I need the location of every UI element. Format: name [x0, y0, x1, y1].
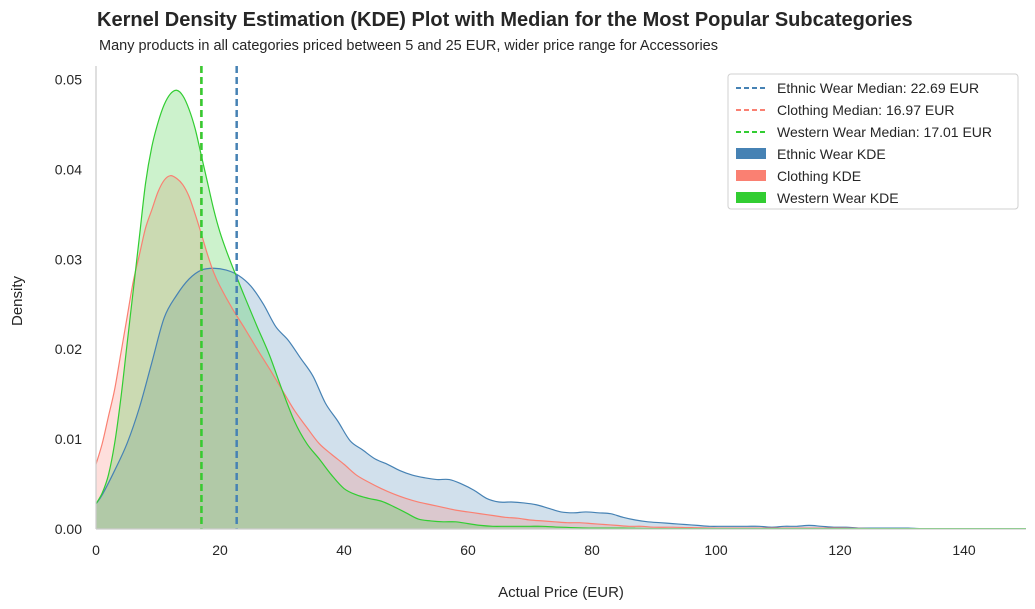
western-wear-kde-legend-swatch — [736, 192, 766, 203]
chart-subtitle: Many products in all categories priced b… — [99, 38, 718, 54]
chart-title: Kernel Density Estimation (KDE) Plot wit… — [97, 9, 913, 31]
clothing-kde-area — [96, 175, 1026, 529]
clothing-kde-legend-label: Clothing KDE — [777, 168, 861, 184]
x-tick-labels: 0 20 40 60 80 100 120 140 — [92, 542, 976, 558]
y-tick-label: 0.04 — [55, 161, 82, 177]
x-tick-label: 20 — [212, 542, 228, 558]
y-axis-label: Density — [9, 275, 26, 326]
median-lines — [199, 66, 238, 529]
kde-areas — [96, 90, 1026, 529]
ethnic-wear-kde-legend-label: Ethnic Wear KDE — [777, 146, 886, 162]
ethnic-wear-kde-area — [96, 268, 1026, 529]
y-tick-label: 0.00 — [55, 521, 82, 537]
y-tick-label: 0.01 — [55, 431, 82, 447]
clothing-kde-line — [95, 175, 1026, 530]
western-wear-kde-legend-label: Western Wear KDE — [777, 190, 899, 206]
x-tick-label: 80 — [584, 542, 600, 558]
western-wear-kde-area — [96, 90, 1026, 529]
legend: Ethnic Wear Median: 22.69 EUR Clothing Me… — [727, 73, 1019, 210]
legend-box — [727, 73, 1019, 210]
y-tick-labels: 0.00 0.01 0.02 0.03 0.04 0.05 — [55, 71, 82, 537]
y-tick-label: 0.02 — [55, 341, 82, 357]
clothing-kde-legend-swatch — [736, 170, 766, 181]
x-tick-label: 140 — [952, 542, 976, 558]
y-tick-label: 0.03 — [55, 251, 82, 267]
ethnic-wear-kde-legend-swatch — [736, 148, 766, 159]
x-tick-label: 60 — [460, 542, 476, 558]
x-tick-label: 100 — [704, 542, 728, 558]
x-tick-label: 0 — [92, 542, 100, 558]
x-tick-label: 40 — [336, 542, 352, 558]
x-axis-label: Actual Price (EUR) — [498, 584, 624, 601]
western-wear-median-legend-label: Western Wear Median: 17.01 EUR — [777, 124, 992, 140]
ethnic-wear-median-legend-label: Ethnic Wear Median: 22.69 EUR — [777, 80, 979, 96]
western-wear-kde-line — [95, 89, 1026, 530]
x-tick-label: 120 — [828, 542, 852, 558]
clothing-median-legend-label: Clothing Median: 16.97 EUR — [777, 102, 954, 118]
y-tick-label: 0.05 — [55, 71, 82, 87]
kde-lines — [95, 89, 1026, 530]
